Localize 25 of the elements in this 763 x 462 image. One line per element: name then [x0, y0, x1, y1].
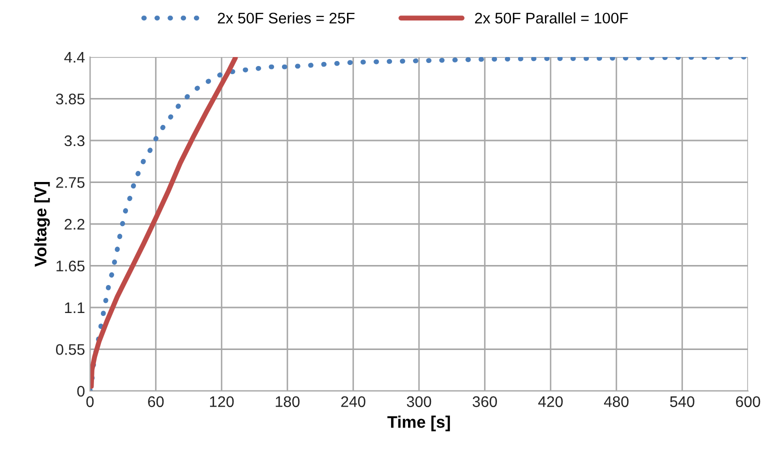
x-tick-label: 300	[406, 396, 432, 408]
x-tick-label: 600	[736, 396, 760, 408]
x-tick-label: 60	[148, 396, 164, 408]
y-tick-label: 0	[77, 386, 85, 397]
y-tick-label: 1.65	[56, 260, 84, 272]
y-axis-title: Voltage [V]	[34, 182, 50, 267]
x-tick-label: 360	[472, 396, 497, 408]
y-tick-label: 3.85	[56, 94, 84, 104]
y-tick-label: 2.2	[64, 218, 84, 230]
x-tick-label: 420	[538, 396, 563, 408]
x-tick-label: 180	[276, 396, 300, 408]
x-axis-title: Time [s]	[387, 416, 450, 432]
line-series	[90, 57, 748, 391]
y-tick-label: 0.55	[56, 344, 84, 355]
x-tick-label: 240	[341, 396, 366, 408]
x-tick-label: 0	[86, 396, 94, 408]
x-tick-label: 120	[210, 396, 234, 408]
x-tick-label: 480	[604, 396, 629, 408]
legend-label: 2x 50F Series = 25F	[218, 12, 355, 24]
y-tick-label: 4.4	[64, 52, 85, 63]
y-tick-label: 2.75	[56, 177, 84, 188]
y-tick-label: 1.1	[65, 302, 84, 314]
y-tick-label: 3.3	[64, 135, 84, 146]
legend-label: 2x 50F Parallel = 100F	[475, 12, 628, 24]
x-tick-label: 540	[670, 396, 694, 408]
